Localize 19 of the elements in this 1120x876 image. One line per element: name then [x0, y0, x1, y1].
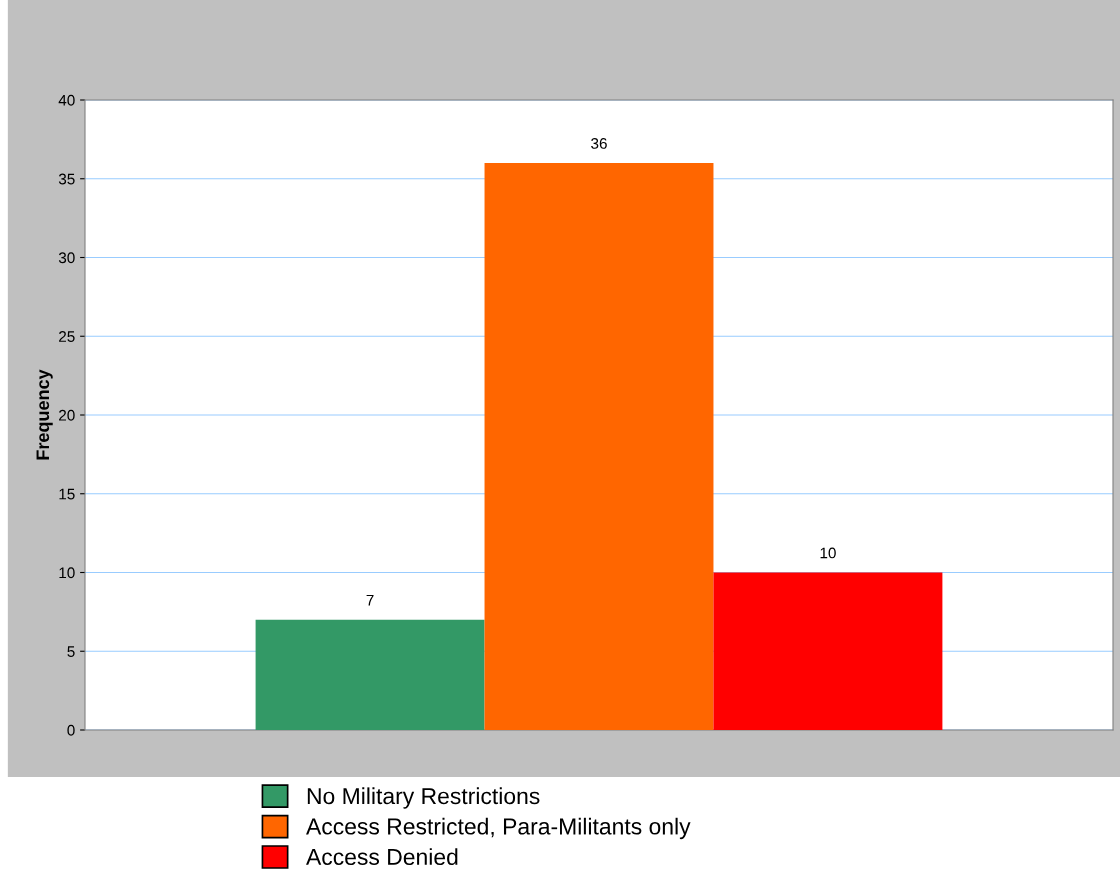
y-tick-label: 40 — [58, 94, 75, 106]
data-label: 10 — [820, 547, 836, 559]
bar — [713, 572, 943, 730]
y-tick-label: 20 — [59, 409, 75, 421]
y-tick-label: 25 — [59, 331, 75, 342]
legend-label: Access Denied — [306, 848, 458, 866]
y-tick-label: 5 — [67, 646, 75, 657]
bar — [255, 619, 485, 730]
data-label: 36 — [591, 138, 607, 149]
y-tick-label: 0 — [67, 724, 75, 736]
legend-label: No Military Restrictions — [307, 787, 540, 809]
legend-label: Access Restricted, Para-Militants only — [306, 817, 691, 840]
y-tick-label: 15 — [59, 488, 75, 500]
bar — [484, 163, 714, 730]
data-label: 7 — [366, 594, 374, 606]
y-tick-label: 10 — [59, 567, 75, 579]
y-tick-label: 35 — [58, 173, 75, 185]
y-tick-label: 30 — [58, 252, 75, 264]
y-axis-title: Frequency — [36, 369, 53, 460]
